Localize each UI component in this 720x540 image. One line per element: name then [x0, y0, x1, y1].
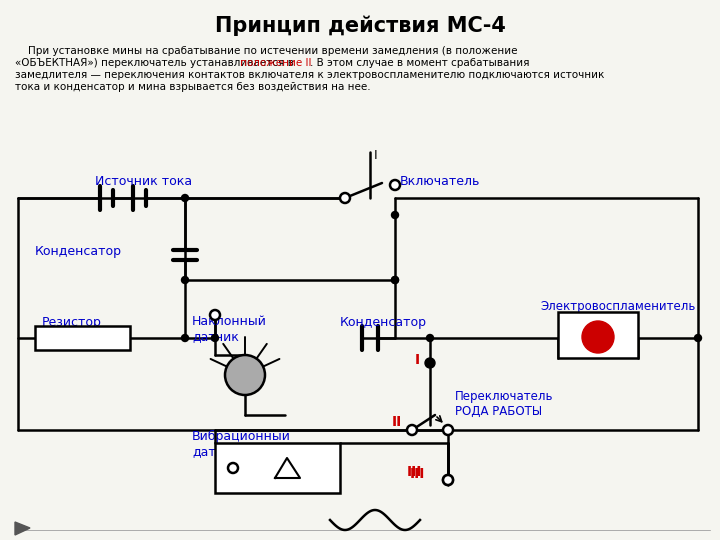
Text: II: II	[392, 415, 402, 429]
Text: Включатель: Включатель	[400, 175, 480, 188]
Text: Электровоспламенитель: Электровоспламенитель	[540, 300, 696, 313]
Text: Конденсатор: Конденсатор	[35, 245, 122, 258]
Circle shape	[210, 310, 220, 320]
Text: «ОБЪЕКТНАЯ») переключатель устанавливается в: «ОБЪЕКТНАЯ») переключатель устанавливает…	[15, 58, 297, 68]
Text: III: III	[407, 465, 422, 479]
Text: Переключатель
РОДА РАБОТЫ: Переключатель РОДА РАБОТЫ	[455, 390, 554, 418]
Bar	[99, 197, 147, 199]
Circle shape	[695, 334, 701, 341]
Text: I: I	[374, 149, 377, 162]
Text: I: I	[415, 353, 420, 367]
Circle shape	[228, 463, 238, 473]
Circle shape	[426, 334, 433, 341]
Circle shape	[407, 425, 417, 435]
Text: . В этом случае в момент срабатывания: . В этом случае в момент срабатывания	[310, 58, 529, 68]
Bar	[35, 326, 130, 350]
Circle shape	[181, 194, 189, 201]
Circle shape	[181, 334, 189, 341]
Text: Вибрационный
датчик: Вибрационный датчик	[192, 430, 291, 458]
Text: Наклонный
датчик: Наклонный датчик	[192, 315, 267, 343]
Circle shape	[212, 334, 218, 341]
Circle shape	[392, 212, 398, 219]
Text: Принцип действия МС-4: Принцип действия МС-4	[215, 15, 505, 36]
Text: Конденсатор: Конденсатор	[340, 316, 427, 329]
Circle shape	[392, 276, 398, 284]
Text: положение II: положение II	[240, 58, 312, 68]
Circle shape	[443, 475, 453, 485]
Circle shape	[181, 276, 189, 284]
Bar	[558, 312, 638, 358]
Circle shape	[425, 358, 435, 368]
Bar	[215, 443, 340, 493]
Circle shape	[443, 425, 453, 435]
Text: Источник тока: Источник тока	[95, 175, 192, 188]
Text: Резистор: Резистор	[42, 316, 102, 329]
Circle shape	[392, 276, 398, 284]
Circle shape	[225, 355, 265, 395]
Polygon shape	[15, 522, 30, 535]
Circle shape	[340, 193, 350, 203]
Circle shape	[582, 321, 614, 353]
Text: III: III	[410, 467, 425, 481]
Text: замедлителя — переключения контактов включателя к электровоспламенителю подключа: замедлителя — переключения контактов вкл…	[15, 70, 604, 80]
Text: тока и конденсатор и мина взрывается без воздействия на нее.: тока и конденсатор и мина взрывается без…	[15, 82, 371, 92]
Circle shape	[443, 475, 453, 485]
Text: При установке мины на срабатывание по истечении времени замедления (в положение: При установке мины на срабатывание по ис…	[15, 46, 518, 56]
Circle shape	[390, 180, 400, 190]
